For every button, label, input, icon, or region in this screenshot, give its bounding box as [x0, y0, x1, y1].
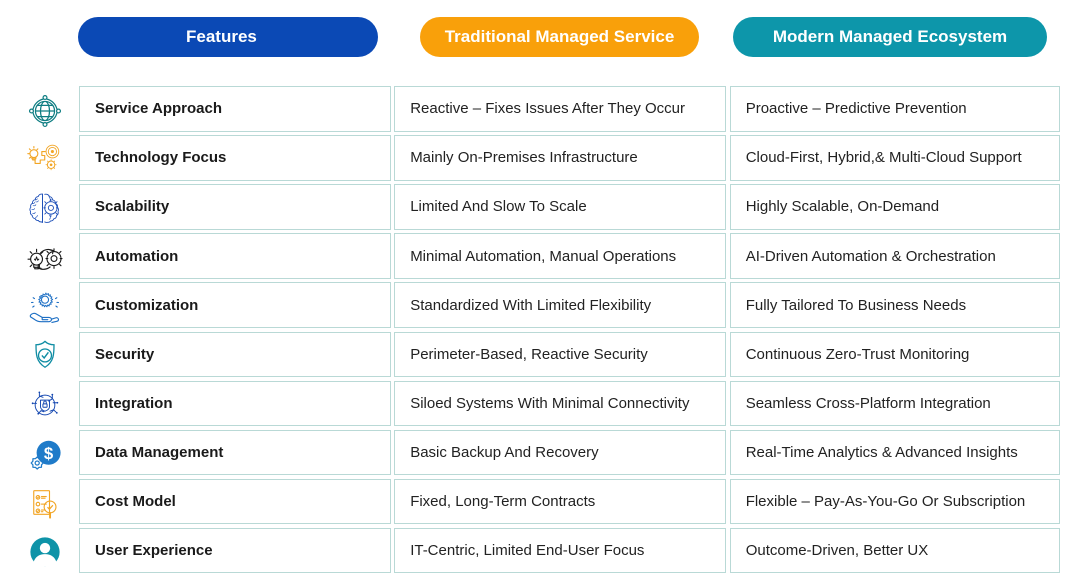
svg-text:$: $ — [44, 444, 54, 463]
